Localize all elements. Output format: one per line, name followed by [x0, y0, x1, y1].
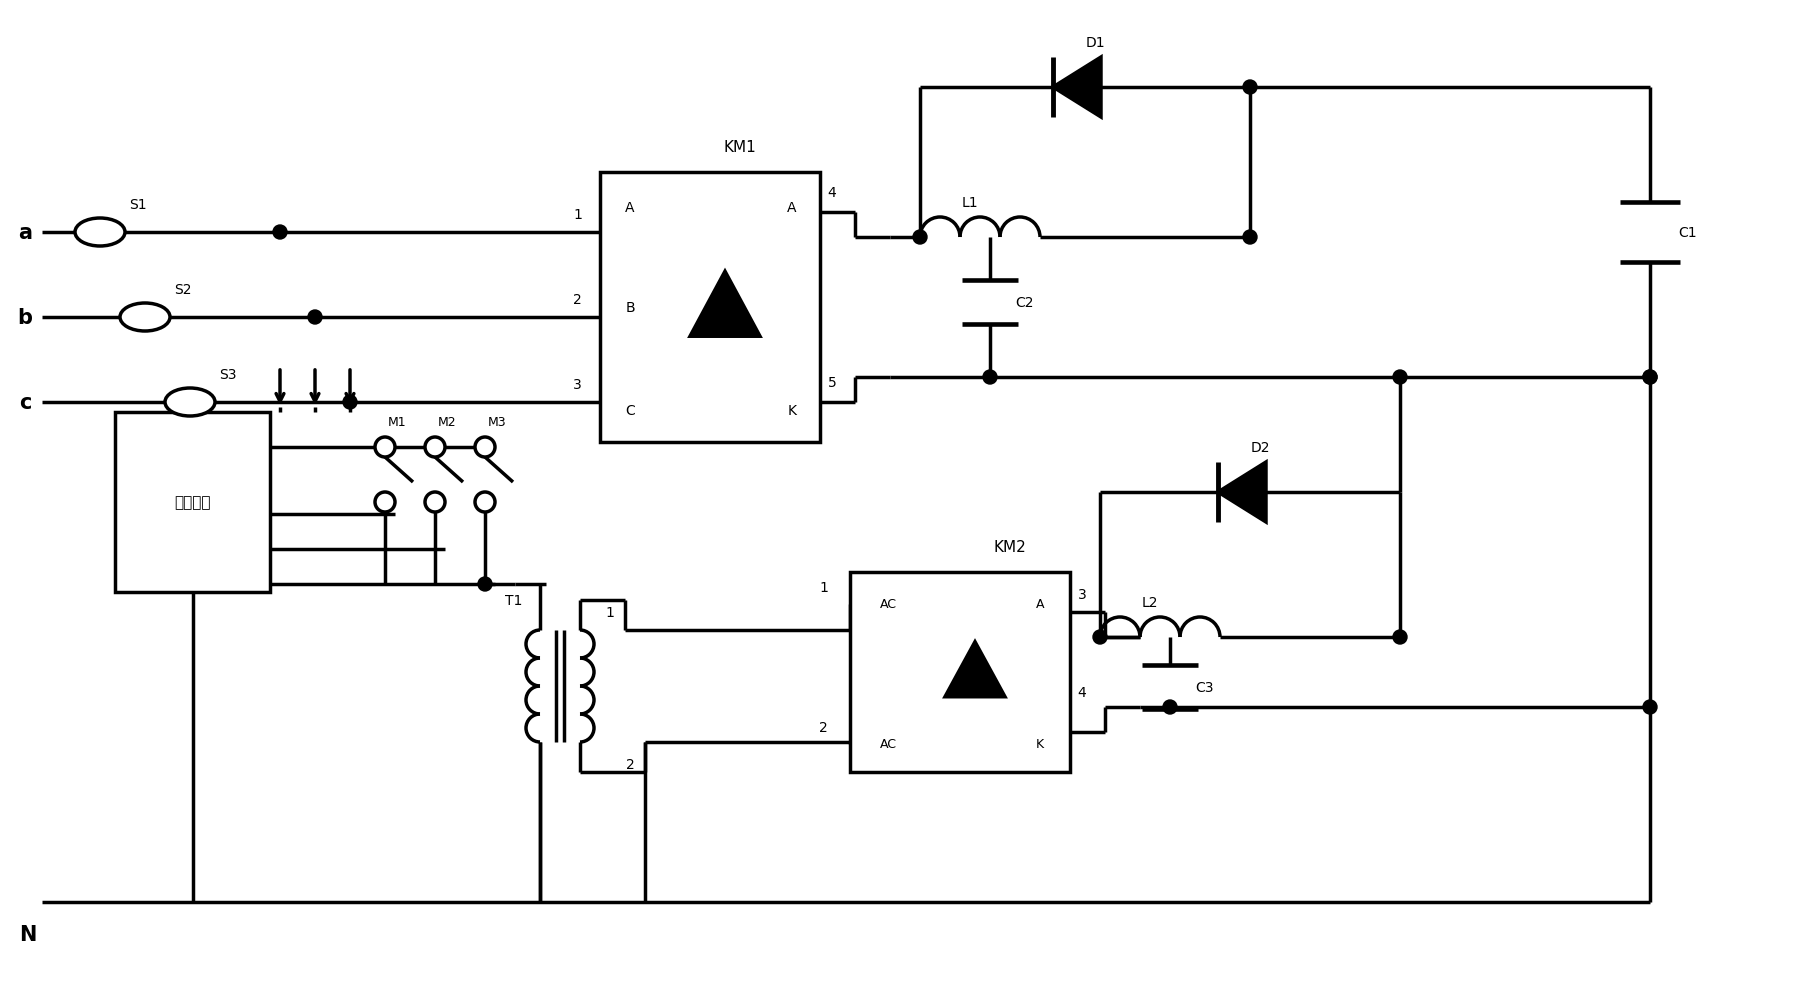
Text: 5: 5 — [828, 376, 836, 390]
Text: KM1: KM1 — [724, 140, 757, 155]
Circle shape — [425, 438, 445, 458]
Text: A: A — [1036, 598, 1044, 611]
FancyBboxPatch shape — [850, 572, 1070, 773]
Circle shape — [983, 371, 997, 385]
Text: b: b — [18, 308, 32, 328]
Text: 1: 1 — [819, 580, 828, 594]
Circle shape — [1243, 230, 1257, 244]
Text: S1: S1 — [129, 197, 147, 211]
Circle shape — [273, 225, 287, 239]
Text: 控制电路: 控制电路 — [174, 495, 212, 510]
Text: AC: AC — [880, 737, 896, 750]
Text: C3: C3 — [1196, 680, 1214, 694]
Circle shape — [475, 493, 495, 512]
Circle shape — [1164, 700, 1176, 714]
Ellipse shape — [75, 218, 126, 246]
Polygon shape — [1052, 58, 1101, 118]
Circle shape — [375, 438, 394, 458]
Text: L1: L1 — [961, 195, 979, 209]
Text: A: A — [626, 200, 635, 214]
Circle shape — [475, 438, 495, 458]
Text: 2: 2 — [819, 720, 828, 734]
Text: C1: C1 — [1678, 225, 1698, 239]
Text: N: N — [20, 924, 36, 944]
Text: 4: 4 — [1078, 685, 1087, 699]
Text: M3: M3 — [488, 416, 506, 429]
Text: 1: 1 — [574, 207, 583, 221]
Text: M2: M2 — [437, 416, 455, 429]
Text: M1: M1 — [387, 416, 407, 429]
Text: c: c — [18, 393, 30, 413]
Circle shape — [308, 311, 323, 325]
FancyBboxPatch shape — [601, 172, 819, 443]
Circle shape — [1094, 630, 1106, 644]
Text: 1: 1 — [606, 605, 615, 619]
Circle shape — [1243, 81, 1257, 95]
Circle shape — [1642, 700, 1657, 714]
Text: L2: L2 — [1142, 595, 1158, 609]
Text: 4: 4 — [828, 185, 836, 199]
Circle shape — [1393, 630, 1408, 644]
Circle shape — [342, 396, 357, 410]
Circle shape — [375, 493, 394, 512]
Text: 2: 2 — [574, 293, 583, 307]
Text: T1: T1 — [506, 593, 522, 607]
Text: K: K — [1036, 737, 1044, 750]
Circle shape — [479, 577, 491, 591]
Ellipse shape — [120, 304, 170, 332]
Circle shape — [1642, 371, 1657, 385]
Circle shape — [425, 493, 445, 512]
Text: 2: 2 — [626, 758, 635, 772]
Circle shape — [1393, 371, 1408, 385]
Text: KM2: KM2 — [993, 540, 1026, 555]
Ellipse shape — [165, 389, 215, 417]
Text: D1: D1 — [1085, 36, 1104, 50]
Text: a: a — [18, 222, 32, 242]
Text: D2: D2 — [1250, 441, 1269, 455]
Polygon shape — [945, 642, 1006, 697]
Circle shape — [913, 230, 927, 244]
Text: AC: AC — [880, 598, 896, 611]
Text: 3: 3 — [1078, 587, 1087, 601]
FancyBboxPatch shape — [115, 413, 271, 592]
Polygon shape — [1217, 463, 1266, 522]
Text: K: K — [787, 404, 796, 418]
Text: 3: 3 — [574, 378, 583, 392]
Text: C2: C2 — [1017, 296, 1035, 310]
Text: S2: S2 — [174, 283, 192, 297]
Polygon shape — [690, 272, 760, 337]
Text: B: B — [626, 301, 635, 315]
Text: A: A — [787, 200, 796, 214]
Circle shape — [1642, 371, 1657, 385]
Text: C: C — [626, 404, 635, 418]
Text: S3: S3 — [219, 368, 237, 382]
